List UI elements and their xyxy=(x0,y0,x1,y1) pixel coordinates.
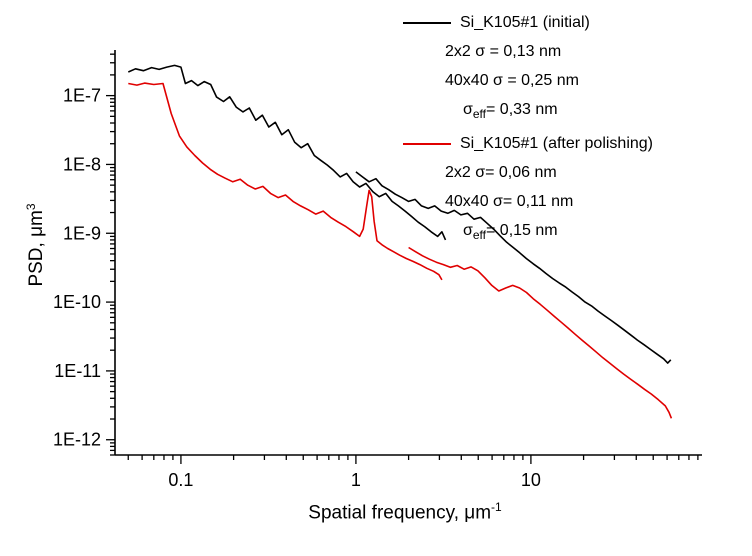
legend-stat-40x40-after: 40x40 σ= 0,11 nm xyxy=(445,193,574,211)
y-tick-label: 1E-7 xyxy=(63,86,101,106)
sigma-symbol: σ xyxy=(463,101,473,118)
y-axis-unit: μm xyxy=(26,210,48,237)
legend: Si_K105#1 (initial) 2x2 σ = 0,13 nm 40x4… xyxy=(403,8,748,250)
legend-label-initial: Si_K105#1 (initial) xyxy=(460,14,590,31)
y-axis-title-text: PSD, xyxy=(26,236,48,287)
legend-line-sample-red xyxy=(403,142,451,145)
y-tick-label: 1E-11 xyxy=(54,361,101,381)
x-tick-label: 1 xyxy=(351,470,361,490)
legend-label-after-polishing: Si_K105#1 (after polishing) xyxy=(460,135,654,153)
legend-title-row: Si_K105#1 (initial) xyxy=(403,8,748,37)
sigma-subscript: eff xyxy=(472,228,486,243)
legend-stat-sigma-eff-after: σeff= 0,15 nm xyxy=(463,216,748,250)
legend-entry-initial: Si_K105#1 (initial) 2x2 σ = 0,13 nm 40x4… xyxy=(403,8,748,129)
series-line xyxy=(355,171,672,364)
sigma-symbol: σ xyxy=(463,222,473,240)
y-axis-title: PSD, μm3 xyxy=(24,203,48,286)
y-tick-label: 1E-9 xyxy=(63,223,101,243)
legend-stat-sigma-eff-initial: σeff= 0,33 nm xyxy=(463,95,748,129)
legend-entry-after-polishing: Si_K105#1 (after polishing) 2x2 σ= 0,06 … xyxy=(403,129,748,250)
x-tick-label: 10 xyxy=(521,470,541,490)
sigma-subscript: eff xyxy=(472,107,486,122)
x-axis-unit-exponent: -1 xyxy=(491,500,502,514)
y-axis-unit-exponent: 3 xyxy=(23,203,38,211)
sigma-value: = 0,33 nm xyxy=(486,101,558,118)
legend-stat-2x2-initial: 2x2 σ = 0,13 nm xyxy=(445,43,562,60)
x-axis-title: Spatial frequency, μm-1 xyxy=(308,500,501,524)
series-line xyxy=(128,82,443,281)
series-line xyxy=(127,64,447,241)
sigma-value: = 0,15 nm xyxy=(486,222,558,240)
legend-stat-2x2-after: 2x2 σ= 0,06 nm xyxy=(445,164,557,182)
x-axis-title-text: Spatial frequency, xyxy=(308,502,465,524)
x-axis-unit: μm xyxy=(464,502,492,524)
y-tick-label: 1E-8 xyxy=(63,154,101,174)
x-tick-label: 0.1 xyxy=(168,470,193,490)
series-line xyxy=(408,246,673,419)
legend-line-sample-black xyxy=(403,21,451,24)
y-tick-label: 1E-10 xyxy=(53,292,101,312)
y-tick-label: 1E-12 xyxy=(53,430,101,450)
legend-stat-40x40-initial: 40x40 σ = 0,25 nm xyxy=(445,72,579,89)
legend-title-row: Si_K105#1 (after polishing) xyxy=(403,129,748,158)
